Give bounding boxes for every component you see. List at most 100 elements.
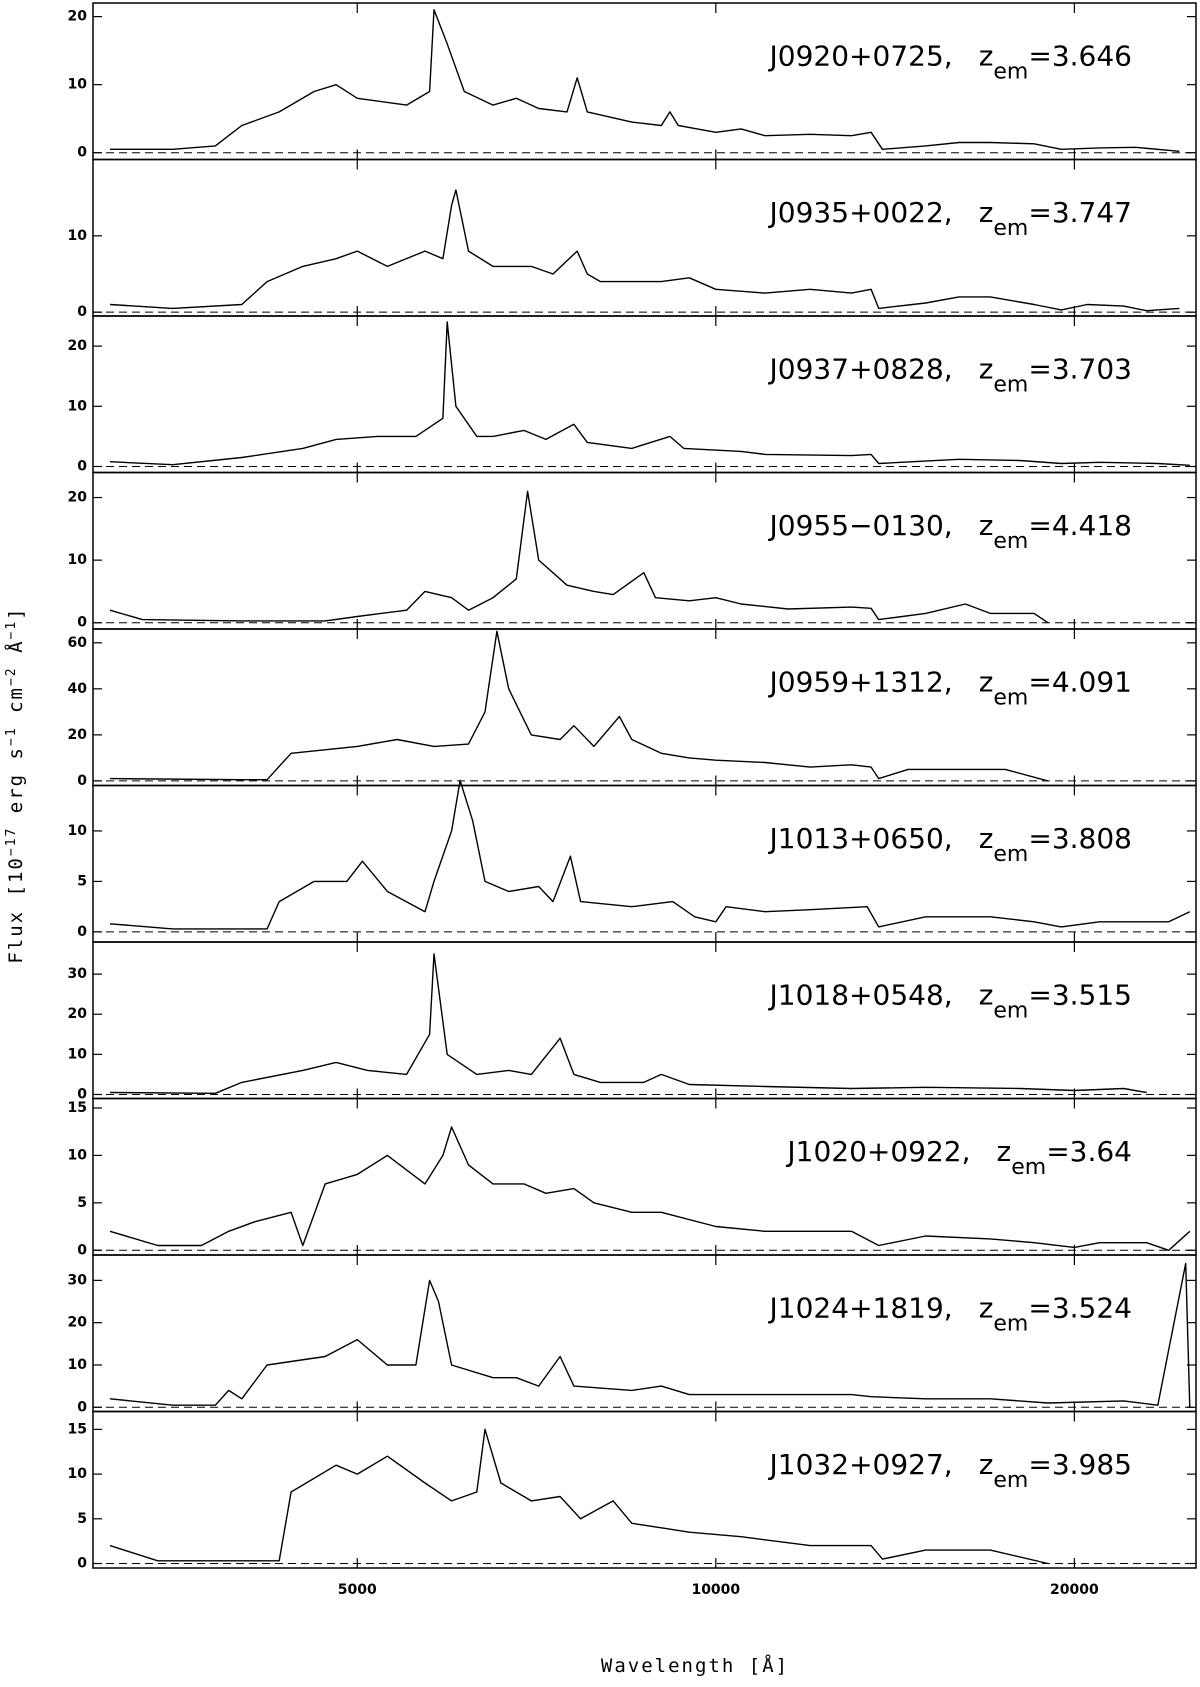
redshift-value: 3.646 xyxy=(1052,40,1132,73)
redshift-value: 3.808 xyxy=(1052,822,1132,855)
y-tick-label: 20 xyxy=(68,1315,88,1331)
redshift-symbol: z xyxy=(979,979,994,1012)
y-tick-label: 0 xyxy=(77,1086,87,1102)
y-label-part: Å xyxy=(4,639,27,666)
y-tick-label: 20 xyxy=(68,727,88,743)
y-tick-label: 5 xyxy=(77,1511,87,1527)
equals: = xyxy=(1028,822,1051,855)
quasar-name: J1024+1819 xyxy=(768,1292,944,1325)
equals: = xyxy=(1028,666,1051,699)
quasar-name: J1020+0922 xyxy=(785,1135,961,1168)
equals: = xyxy=(1028,979,1051,1012)
spectrum-line xyxy=(109,1428,1049,1565)
y-tick-label: 0 xyxy=(77,1556,87,1572)
y-tick-label: 0 xyxy=(77,458,87,474)
equals: = xyxy=(1028,509,1051,542)
y-tick-label: 60 xyxy=(68,635,88,651)
spectrum-line xyxy=(109,321,1190,466)
y-tick-label: 40 xyxy=(68,681,88,697)
redshift-symbol: z xyxy=(979,509,994,542)
separator: , xyxy=(962,1135,971,1168)
panel-frame xyxy=(92,471,1197,630)
spectrum-line xyxy=(109,189,1180,312)
y-tick-label: 10 xyxy=(68,1466,88,1482)
y-tick-label: 0 xyxy=(77,304,87,320)
spectrum-line xyxy=(109,1262,1191,1408)
redshift-symbol: z xyxy=(979,822,994,855)
y-label-part: erg s xyxy=(5,746,27,827)
y-tick-label: 10 xyxy=(68,1357,88,1373)
redshift-subscript: em xyxy=(993,59,1028,84)
y-label-part: Flux [10 xyxy=(5,856,27,964)
quasar-label: J0937+0828, zem=3.703 xyxy=(768,353,1132,398)
panel-frame xyxy=(92,1410,1197,1569)
quasar-name: J0920+0725 xyxy=(768,40,944,73)
redshift-subscript: em xyxy=(993,529,1028,554)
separator: , xyxy=(944,822,953,855)
quasar-label: J1024+1819, zem=3.524 xyxy=(768,1292,1132,1337)
separator: , xyxy=(944,1292,953,1325)
redshift-subscript: em xyxy=(993,685,1028,710)
spectrum-line xyxy=(109,779,1191,930)
y-tick-label: 20 xyxy=(68,1006,88,1022)
redshift-value: 3.703 xyxy=(1052,353,1132,386)
y-tick-label: 10 xyxy=(68,228,88,244)
y-tick-label: 0 xyxy=(77,1399,87,1415)
quasar-name: J1013+0650 xyxy=(768,822,944,855)
redshift-subscript: em xyxy=(993,1311,1028,1336)
y-label-superscript: −17 xyxy=(4,827,19,856)
y-tick-label: 30 xyxy=(68,966,88,982)
redshift-symbol: z xyxy=(979,1292,994,1325)
spectrum-line xyxy=(109,953,1147,1094)
y-tick-label: 0 xyxy=(77,773,87,789)
redshift-symbol: z xyxy=(997,1135,1012,1168)
redshift-subscript: em xyxy=(993,216,1028,241)
y-tick-label: 10 xyxy=(68,552,88,568)
quasar-label: J1020+0922, zem=3.64 xyxy=(785,1135,1132,1180)
y-tick-label: 5 xyxy=(77,873,87,889)
quasar-name: J1018+0548 xyxy=(768,979,944,1012)
panel-frame xyxy=(92,2,1197,161)
separator: , xyxy=(944,353,953,386)
y-tick-label: 10 xyxy=(68,1046,88,1062)
spectrum-line xyxy=(109,490,1049,624)
redshift-subscript: em xyxy=(993,372,1028,397)
panel-frame xyxy=(92,628,1197,787)
panel-frame xyxy=(92,784,1197,943)
y-tick-label: 10 xyxy=(68,398,88,414)
quasar-label: J1013+0650, zem=3.808 xyxy=(768,822,1132,867)
redshift-subscript: em xyxy=(993,998,1028,1023)
redshift-symbol: z xyxy=(979,353,994,386)
y-tick-label: 0 xyxy=(77,615,87,631)
equals: = xyxy=(1028,1448,1051,1481)
y-axis-label: Flux [10−17 erg s−1 cm−2 Å−1] xyxy=(4,606,28,963)
separator: , xyxy=(944,979,953,1012)
quasar-name: J1032+0927 xyxy=(768,1448,944,1481)
y-label-part: ] xyxy=(5,606,27,619)
quasar-label: J1018+0548, zem=3.515 xyxy=(768,979,1132,1024)
redshift-symbol: z xyxy=(979,1448,994,1481)
equals: = xyxy=(1028,353,1051,386)
y-label-superscript: −1 xyxy=(4,726,19,746)
redshift-subscript: em xyxy=(993,1468,1028,1493)
redshift-value: 3.524 xyxy=(1052,1292,1132,1325)
x-tick-label: 5000 xyxy=(338,1582,377,1598)
redshift-value: 3.515 xyxy=(1052,979,1132,1012)
y-tick-label: 10 xyxy=(68,1147,88,1163)
y-tick-label: 15 xyxy=(68,1421,87,1437)
x-axis-label: Wavelength [Å] xyxy=(601,1654,789,1677)
redshift-value: 3.747 xyxy=(1052,196,1132,229)
y-tick-label: 0 xyxy=(77,924,87,940)
redshift-subscript: em xyxy=(993,842,1028,867)
panel-frame xyxy=(92,158,1197,317)
redshift-value: 4.091 xyxy=(1052,666,1132,699)
y-tick-label: 20 xyxy=(68,9,88,25)
quasar-label: J0955−0130, zem=4.418 xyxy=(768,509,1132,554)
redshift-symbol: z xyxy=(979,666,994,699)
y-tick-label: 0 xyxy=(77,1242,87,1258)
y-tick-label: 30 xyxy=(68,1272,88,1288)
spectrum-line xyxy=(110,9,1180,152)
spectrum-line xyxy=(109,630,1049,782)
quasar-name: J0959+1312 xyxy=(768,666,944,699)
